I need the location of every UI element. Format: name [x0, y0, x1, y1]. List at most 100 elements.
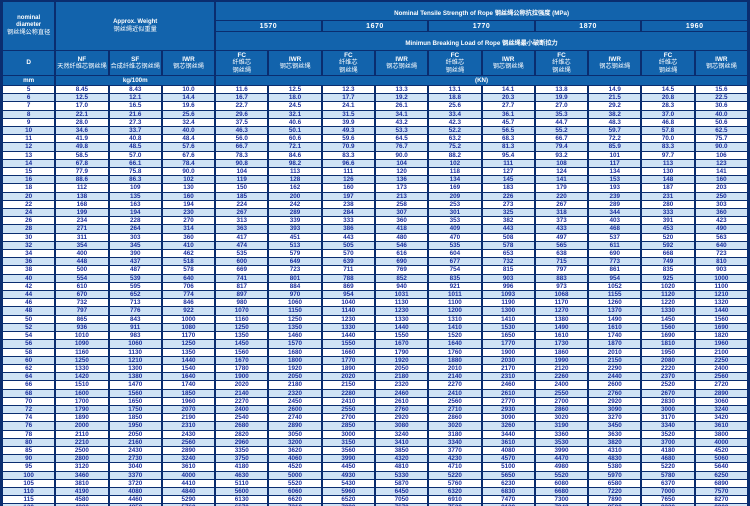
- value-cell: 193: [589, 184, 641, 192]
- value-cell: 3610: [695, 422, 747, 430]
- value-cell: 715: [535, 258, 588, 266]
- value-cell: 19.9: [535, 94, 588, 102]
- nominal-diameter-zh: 钢丝绳公称直径: [6, 29, 51, 37]
- breaking-load-en: Minimun Breaking Load of Rope: [405, 40, 501, 47]
- value-cell: 32.1: [269, 110, 321, 118]
- value-cell: 2030: [482, 356, 534, 364]
- value-cell: 1690: [695, 323, 747, 332]
- value-cell: 5960: [322, 487, 374, 496]
- value-cell: 3340: [429, 438, 481, 446]
- value-cell: 7050: [375, 496, 428, 504]
- diameter-cell: 44: [3, 291, 55, 299]
- value-cell: 1155: [589, 291, 641, 299]
- value-cell: 1093: [482, 291, 534, 299]
- diameter-cell: 40: [3, 274, 55, 282]
- value-cell: 1160: [56, 348, 108, 356]
- value-cell: 10.0: [162, 86, 215, 94]
- value-cell: 391: [642, 217, 694, 225]
- value-cell: 37.5: [216, 118, 268, 127]
- value-cell: 2680: [216, 422, 268, 430]
- value-cell: 12.1: [109, 94, 161, 102]
- value-cell: 3630: [589, 430, 641, 438]
- value-cell: 610: [56, 282, 108, 291]
- value-cell: 40.0: [695, 110, 747, 118]
- value-cell: 2120: [535, 364, 588, 373]
- table-row: 40 554 539 640 741 801 788 852 835 903 883 954 925 10…: [3, 274, 747, 282]
- value-cell: 2550: [322, 405, 374, 414]
- value-cell: 4520: [695, 446, 747, 455]
- value-cell: 14.9: [589, 86, 641, 94]
- value-cell: 3020: [429, 422, 481, 430]
- tensile-strength-header: Nominal Tensile Strength of Rope 钢丝绳公称抗拉…: [216, 2, 747, 20]
- value-cell: 2050: [109, 430, 161, 438]
- value-cell: 668: [642, 250, 694, 258]
- value-cell: 150: [216, 184, 268, 192]
- value-cell: 669: [216, 266, 268, 274]
- value-cell: 3060: [695, 397, 747, 405]
- value-cell: 535: [429, 241, 481, 250]
- table-row: 42 610 595 706 817 884 869 940 921 996 973 1052 1020…: [3, 282, 747, 291]
- table-body: 5 8.45 8.43 10.0 11.6 12.5 12.3 13.3 13.1 14.1 13.…: [3, 86, 747, 506]
- value-cell: 462: [162, 250, 215, 258]
- value-cell: 443: [482, 225, 534, 233]
- value-cell: 2150: [322, 381, 374, 389]
- table-row: 34 400 390 462 535 579 570 616 604 653 638 690 668 72…: [3, 250, 747, 258]
- value-cell: 1170: [535, 299, 588, 307]
- value-cell: 386: [322, 225, 374, 233]
- value-cell: 1490: [535, 323, 588, 332]
- value-cell: 1550: [322, 340, 374, 348]
- value-cell: 1570: [269, 340, 321, 348]
- diameter-cell: 42: [3, 282, 55, 291]
- value-cell: 111: [482, 159, 534, 168]
- value-cell: 652: [109, 291, 161, 299]
- value-cell: 12.3: [322, 86, 374, 94]
- value-cell: 1560: [109, 389, 161, 397]
- diameter-cell: 110: [3, 487, 55, 496]
- value-cell: 333: [322, 217, 374, 225]
- value-cell: 267: [535, 200, 588, 209]
- value-cell: 8130: [482, 504, 534, 506]
- table-row: 105 3810 3720 4410 5110 5520 5430 5870 5760 6230 6…: [3, 479, 747, 487]
- table-row: 56 1090 1060 1250 1450 1570 1550 1670 1640 1770 17…: [3, 340, 747, 348]
- value-cell: 1850: [162, 389, 215, 397]
- table-row: 80 2210 2160 2560 2960 3200 3150 3410 3340 3610 35…: [3, 438, 747, 446]
- table-row: 74 1890 1850 2190 2540 2740 2700 2920 2860 3090 30…: [3, 414, 747, 422]
- value-cell: 75.8: [109, 168, 161, 176]
- value-cell: 13.3: [375, 86, 428, 94]
- value-cell: 451: [269, 233, 321, 241]
- value-cell: 1052: [589, 282, 641, 291]
- value-cell: 1640: [429, 340, 481, 348]
- value-cell: 6450: [375, 487, 428, 496]
- value-cell: 7570: [695, 487, 747, 496]
- value-cell: 797: [56, 307, 108, 315]
- value-cell: 2020: [322, 373, 374, 381]
- value-cell: 101: [589, 151, 641, 159]
- value-cell: 2150: [589, 356, 641, 364]
- diameter-cell: 66: [3, 381, 55, 389]
- value-cell: 2210: [56, 438, 108, 446]
- value-cell: 83.3: [322, 151, 374, 159]
- value-cell: 66.7: [535, 135, 588, 143]
- value-cell: 773: [589, 258, 641, 266]
- value-cell: 1900: [216, 373, 268, 381]
- value-cell: 32.4: [162, 118, 215, 127]
- value-cell: 1470: [109, 381, 161, 389]
- value-cell: 2920: [589, 397, 641, 405]
- value-cell: 2890: [695, 389, 747, 397]
- value-cell: 1260: [589, 299, 641, 307]
- value-cell: 19.2: [375, 94, 428, 102]
- value-cell: 996: [482, 282, 534, 291]
- value-cell: 3120: [56, 463, 108, 471]
- value-cell: 1150: [269, 307, 321, 315]
- value-cell: 1220: [642, 299, 694, 307]
- value-cell: 3530: [535, 438, 588, 446]
- value-cell: 2710: [429, 405, 481, 414]
- value-cell: 2050: [269, 373, 321, 381]
- table-row: 44 670 652 774 897 970 954 1031 1011 1093 1068 1155…: [3, 291, 747, 299]
- value-cell: 2010: [429, 364, 481, 373]
- value-cell: 7000: [642, 487, 694, 496]
- table-row: 85 2500 2430 2890 3350 3620 3560 3850 3770 4080 39…: [3, 446, 747, 455]
- value-cell: 289: [589, 200, 641, 209]
- value-cell: 3040: [109, 463, 161, 471]
- breaking-load-zh: 钢丝绳最小破断拉力: [502, 40, 558, 47]
